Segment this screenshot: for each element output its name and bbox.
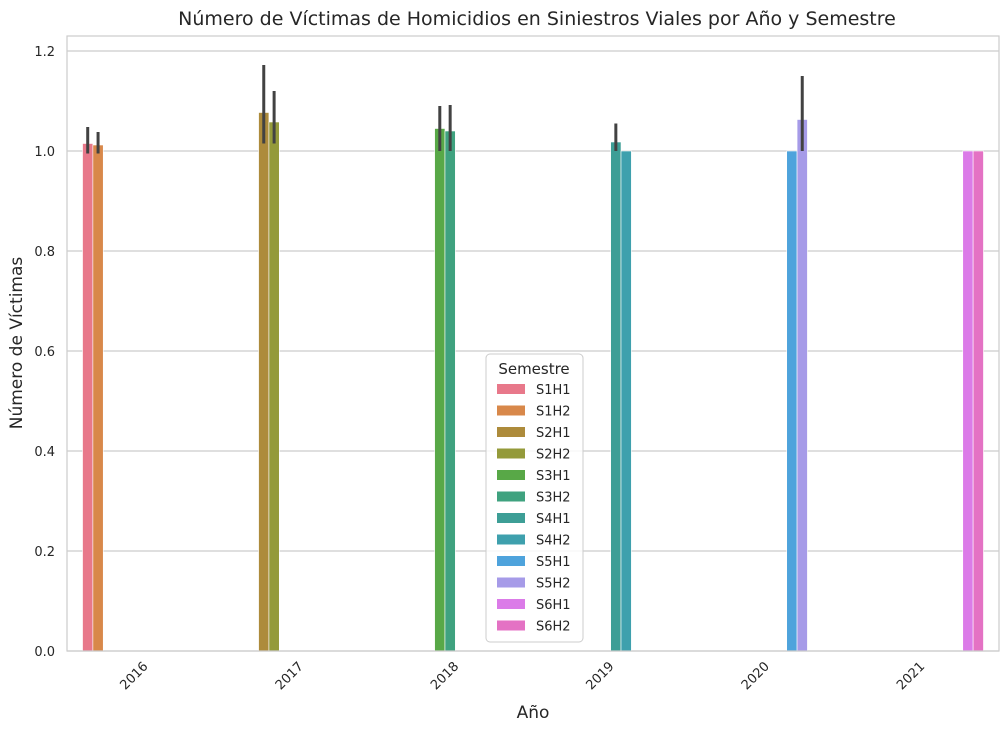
y-tick-labels: 0.0 0.2 0.4 0.6 0.8 1.0 1.2 [34,45,55,660]
bar-s1h2 [92,144,104,652]
legend-title: Semestre [498,360,569,378]
legend: Semestre S1H1 S1H2 S2H1 S2H2 S3H1 S3H2 S4H1 S4H… [485,353,584,643]
bar-s6h2 [972,150,984,652]
legend-frame [485,353,584,643]
bar-s3h1 [434,128,446,652]
bar-s6h1 [962,150,974,652]
legend-swatch [497,620,525,631]
y-tick-label: 0.2 [34,545,55,560]
legend-swatch [497,427,525,437]
legend-swatch [497,513,525,523]
legend-entry: S2H1 [536,426,571,441]
y-tick-label: 1.0 [34,145,55,160]
legend-entry: S5H1 [536,555,571,570]
legend-swatch [497,577,525,588]
legend-swatch [497,470,525,480]
legend-swatch [497,599,525,609]
bars-layer [82,112,984,652]
legend-swatch [497,405,525,416]
x-axis-label: Año [517,703,550,723]
legend-swatch [497,491,525,502]
y-tick-label: 0.8 [34,245,55,260]
y-tick-label: 0.4 [34,445,55,460]
legend-entry: S1H1 [536,383,571,398]
plot-frame [66,35,1000,652]
legend-entry: S3H1 [536,469,571,484]
bar-s3h2 [444,130,456,652]
chart-title: Número de Víctimas de Homicidios en Sini… [178,8,896,30]
legend-entry: S3H2 [536,491,571,506]
legend-entry: S6H2 [536,620,571,635]
legend-swatch [497,534,525,545]
bar-s1h1 [82,143,94,652]
errorbars-layer [86,65,804,154]
legend-swatch [497,384,525,394]
legend-swatch [497,556,525,566]
y-tick-label: 1.2 [34,45,55,60]
bar-s2h2 [268,121,280,652]
legend-entry: S4H1 [536,512,571,527]
y-tick-label: 0.6 [34,345,55,360]
legend-entry: S2H2 [536,448,571,463]
bar-s5h2 [796,119,808,652]
legend-swatch [497,448,525,459]
bar-s2h1 [258,112,270,652]
legend-entry: S4H2 [536,534,571,549]
legend-entry: S6H1 [536,598,571,613]
legend-entry: S5H2 [536,577,571,592]
bar-s4h2 [620,150,632,652]
y-tick-label: 0.0 [34,645,55,660]
bar-s5h1 [786,150,798,652]
y-axis-label: Número de Víctimas [7,257,27,430]
legend-entry: S1H2 [536,405,571,420]
bar-s4h1 [610,141,622,652]
